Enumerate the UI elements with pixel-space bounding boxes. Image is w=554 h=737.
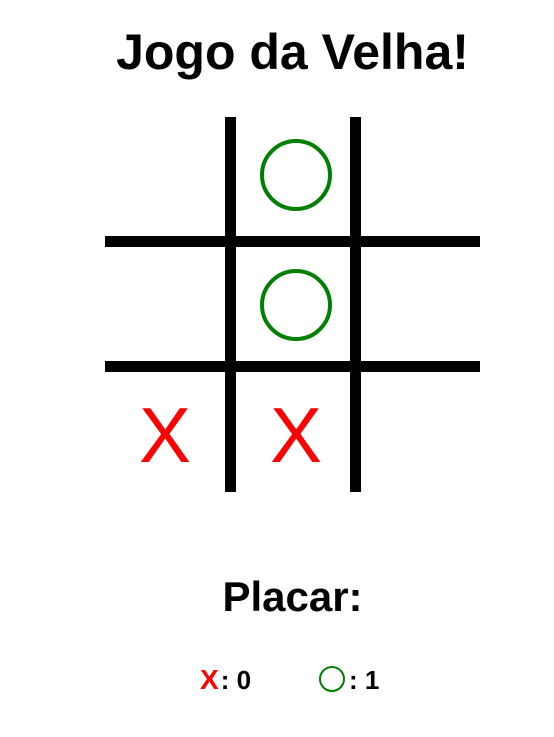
grid-line-horizontal-2: [105, 361, 480, 372]
board-cell-1[interactable]: [105, 117, 225, 232]
o-mark: [260, 138, 332, 211]
score-o: : 1: [319, 660, 379, 700]
o-mark: [260, 268, 332, 341]
grid-line-horizontal-1: [105, 236, 480, 247]
board-cell-9[interactable]: [361, 377, 481, 492]
x-mark: X: [138, 390, 192, 479]
score-o-value: : 1: [349, 664, 380, 695]
x-mark: X: [269, 390, 323, 479]
score-x-value: : 0: [220, 664, 252, 695]
board-cell-2[interactable]: [236, 117, 356, 232]
score-heading: Placar:: [222, 573, 363, 620]
board-cell-5[interactable]: [236, 247, 356, 362]
board-cell-3[interactable]: [361, 117, 481, 232]
score-x: X : 0: [200, 660, 251, 700]
grid-line-vertical-2: [350, 117, 361, 492]
x-player-icon: X: [200, 664, 219, 695]
board-cell-6[interactable]: [361, 247, 481, 362]
board-cell-4[interactable]: [105, 247, 225, 362]
scoreboard: X : 0 : 1: [0, 660, 554, 700]
game-board: X X: [105, 117, 480, 492]
board-cell-7[interactable]: X: [105, 377, 225, 492]
page-title: Jogo da Velha!: [116, 24, 469, 80]
o-player-icon: [319, 666, 345, 692]
grid-line-vertical-1: [225, 117, 236, 492]
board-cell-8[interactable]: X: [236, 377, 356, 492]
